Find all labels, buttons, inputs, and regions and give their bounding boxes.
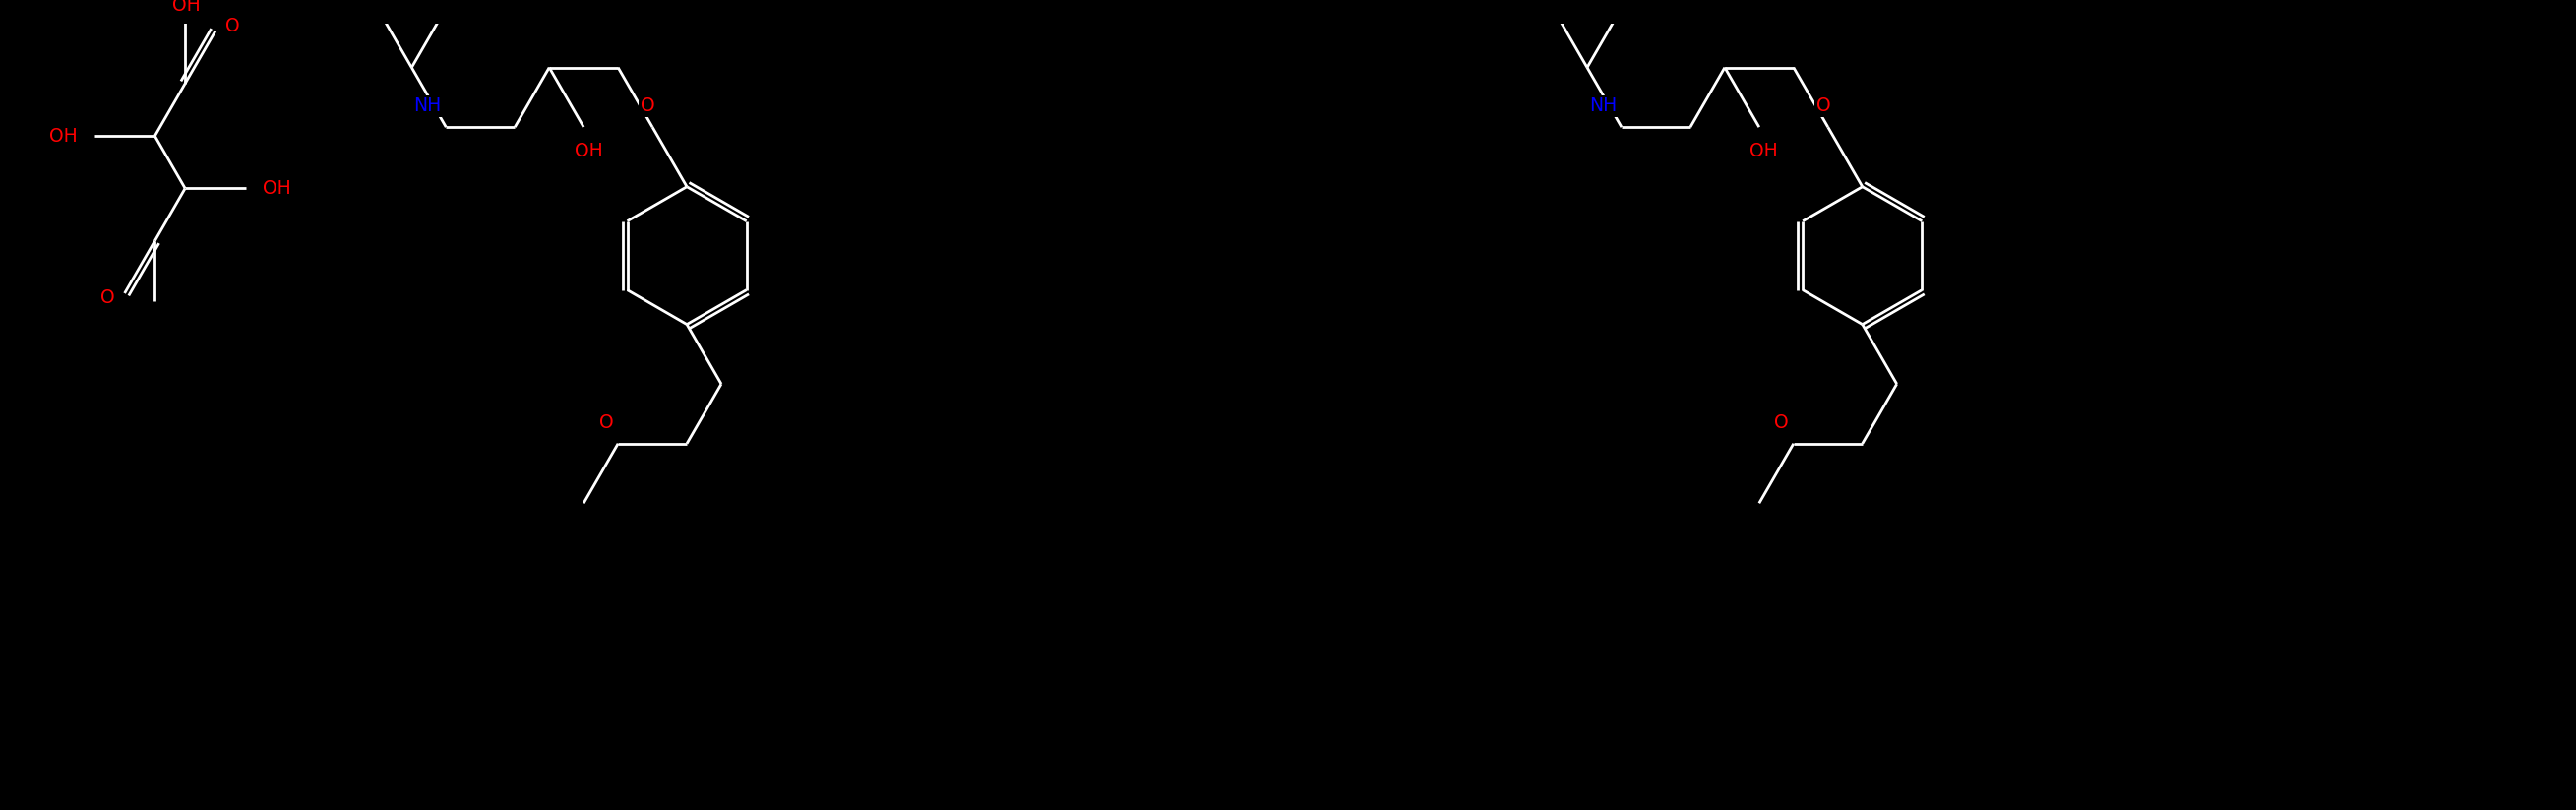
Text: OH: OH (574, 142, 603, 160)
Text: O: O (227, 17, 240, 36)
Text: O: O (100, 288, 113, 308)
Text: OH: OH (1749, 142, 1777, 160)
Text: OH: OH (173, 0, 201, 15)
Text: NH: NH (1589, 96, 1618, 116)
Text: OH: OH (263, 179, 291, 198)
Text: O: O (641, 96, 654, 116)
Text: O: O (1816, 96, 1832, 116)
Text: OH: OH (49, 126, 77, 145)
Text: O: O (1775, 413, 1788, 432)
Text: O: O (598, 413, 613, 432)
Text: NH: NH (415, 96, 440, 116)
